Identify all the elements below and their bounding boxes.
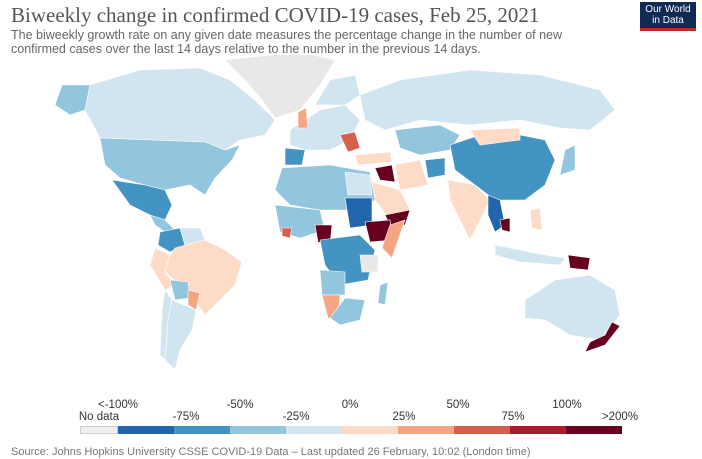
source-note: Source: Johns Hopkins University CSSE CO… xyxy=(11,446,531,458)
country-chile[interactable] xyxy=(159,289,173,361)
legend-swatch[interactable] xyxy=(398,426,454,434)
legend-label: >200% xyxy=(601,411,639,423)
country-new-zealand[interactable] xyxy=(584,321,621,353)
country-somalia[interactable] xyxy=(381,219,406,259)
country-egypt[interactable] xyxy=(344,171,373,196)
legend-label: 0% xyxy=(341,399,359,411)
country-alaska[interactable] xyxy=(54,84,91,116)
logo-line1: Our World xyxy=(645,4,691,15)
country-madagascar[interactable] xyxy=(377,281,389,306)
country-mongolia[interactable] xyxy=(469,127,521,146)
country-tanzania[interactable] xyxy=(359,254,379,273)
legend-label: -75% xyxy=(172,411,200,423)
legend-label: 25% xyxy=(392,411,416,423)
legend-swatch[interactable] xyxy=(454,426,510,434)
legend-swatch[interactable] xyxy=(174,426,230,434)
legend-swatch[interactable] xyxy=(566,426,622,434)
country-philippines[interactable] xyxy=(529,207,543,231)
region-balkans[interactable] xyxy=(339,131,361,153)
legend-label: <-100% xyxy=(98,399,138,411)
legend-label: -50% xyxy=(226,399,254,411)
region-scandinavia[interactable] xyxy=(314,74,361,106)
legend-swatch[interactable] xyxy=(118,426,174,434)
country-australia[interactable] xyxy=(524,274,621,341)
legend-label: -25% xyxy=(282,411,310,423)
legend-label: 75% xyxy=(501,411,525,423)
legend-swatch[interactable] xyxy=(342,426,398,434)
legend-swatch[interactable] xyxy=(230,426,286,434)
owid-logo[interactable]: Our World in Data xyxy=(640,2,696,31)
chart-subtitle: The biweekly growth rate on any given da… xyxy=(11,28,563,56)
country-greenland[interactable] xyxy=(224,55,336,119)
country-afghanistan[interactable] xyxy=(424,157,446,179)
legend-label: 50% xyxy=(446,399,470,411)
country-south-africa[interactable] xyxy=(329,297,366,326)
country-india[interactable] xyxy=(447,179,491,241)
country-iran[interactable] xyxy=(394,159,429,191)
country-png[interactable] xyxy=(567,254,591,271)
country-russia[interactable] xyxy=(359,69,616,131)
country-spain[interactable] xyxy=(284,147,306,166)
country-japan[interactable] xyxy=(559,144,576,176)
chart-title: Biweekly change in confirmed COVID-19 ca… xyxy=(11,3,540,27)
country-bolivia[interactable] xyxy=(169,279,191,301)
country-kazakhstan[interactable] xyxy=(394,124,461,156)
country-usa[interactable] xyxy=(99,137,241,196)
country-liberia[interactable] xyxy=(281,227,293,239)
country-paraguay[interactable] xyxy=(187,289,201,311)
world-map[interactable] xyxy=(0,55,702,390)
country-angola[interactable] xyxy=(319,269,346,296)
country-indonesia[interactable] xyxy=(494,244,566,266)
color-legend: No data <-100% -50% 0% 50% 100% -75% -25… xyxy=(0,398,702,438)
legend-swatch-no-data xyxy=(80,426,118,434)
country-uk[interactable] xyxy=(297,107,309,129)
country-cambodia[interactable] xyxy=(499,217,511,233)
country-turkey[interactable] xyxy=(354,151,393,166)
country-iraq[interactable] xyxy=(374,164,396,183)
legend-swatch[interactable] xyxy=(510,426,566,434)
country-mexico[interactable] xyxy=(111,179,173,221)
legend-label-no-data: No data xyxy=(78,411,120,423)
logo-line2: in Data xyxy=(652,15,684,26)
legend-swatch[interactable] xyxy=(286,426,342,434)
legend-label: 100% xyxy=(552,399,582,411)
